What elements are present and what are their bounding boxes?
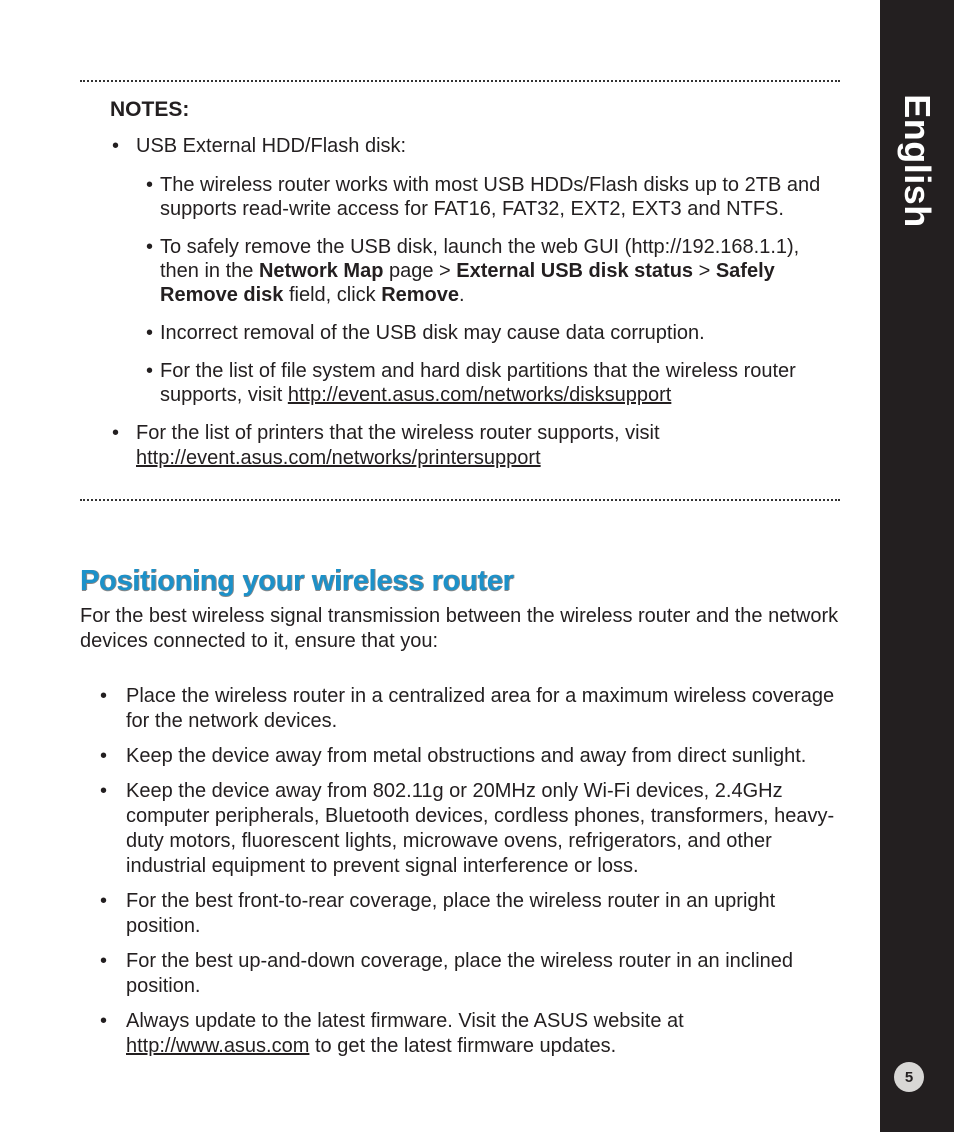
page-number: 5	[894, 1062, 924, 1092]
bold-text: External USB disk status	[456, 260, 693, 282]
link-printersupport[interactable]: http://event.asus.com/networks/printersu…	[136, 447, 541, 469]
bold-text: Remove	[381, 284, 459, 306]
manual-page: English NOTES: USB External HDD/Flash di…	[0, 0, 954, 1132]
notes-usb-item-remove: To safely remove the USB disk, launch th…	[146, 235, 840, 307]
notes-list: USB External HDD/Flash disk: The wireles…	[80, 134, 840, 471]
text: .	[459, 284, 465, 306]
language-tab-label: English	[896, 94, 938, 228]
text: page >	[383, 260, 456, 282]
bold-text: Network Map	[259, 260, 383, 282]
positioning-intro: For the best wireless signal transmissio…	[80, 604, 840, 654]
positioning-item-firmware: Always update to the latest firmware. Vi…	[96, 1009, 840, 1059]
link-asus[interactable]: http://www.asus.com	[126, 1035, 309, 1057]
notes-usb-sublist: The wireless router works with most USB …	[136, 173, 840, 407]
notes-usb-item-fslist: For the list of file system and hard dis…	[146, 359, 840, 407]
notes-title: NOTES:	[110, 98, 840, 122]
text: >	[693, 260, 716, 282]
positioning-item-upright: For the best front-to-rear coverage, pla…	[96, 889, 840, 939]
notes-usb-header: USB External HDD/Flash disk:	[136, 135, 406, 157]
text: For the list of printers that the wirele…	[136, 422, 660, 444]
notes-item-printers: For the list of printers that the wirele…	[110, 421, 840, 471]
notes-usb-item-corruption: Incorrect removal of the USB disk may ca…	[146, 321, 840, 345]
positioning-item-inclined: For the best up-and-down coverage, place…	[96, 949, 840, 999]
text: to get the latest firmware updates.	[309, 1035, 616, 1057]
text: Always update to the latest firmware. Vi…	[126, 1010, 684, 1032]
positioning-item-interference: Keep the device away from 802.11g or 20M…	[96, 779, 840, 879]
notes-item-usb: USB External HDD/Flash disk: The wireles…	[110, 134, 840, 407]
notes-section: NOTES: USB External HDD/Flash disk: The …	[80, 80, 840, 501]
text: field, click	[283, 284, 381, 306]
language-tab: English	[880, 0, 954, 1132]
positioning-item-metal: Keep the device away from metal obstruct…	[96, 744, 840, 769]
positioning-list: Place the wireless router in a centraliz…	[80, 684, 840, 1059]
positioning-heading: Positioning your wireless router	[80, 565, 859, 598]
positioning-item-central: Place the wireless router in a centraliz…	[96, 684, 840, 734]
notes-usb-item-compat: The wireless router works with most USB …	[146, 173, 840, 221]
link-disksupport[interactable]: http://event.asus.com/networks/disksuppo…	[288, 384, 672, 406]
